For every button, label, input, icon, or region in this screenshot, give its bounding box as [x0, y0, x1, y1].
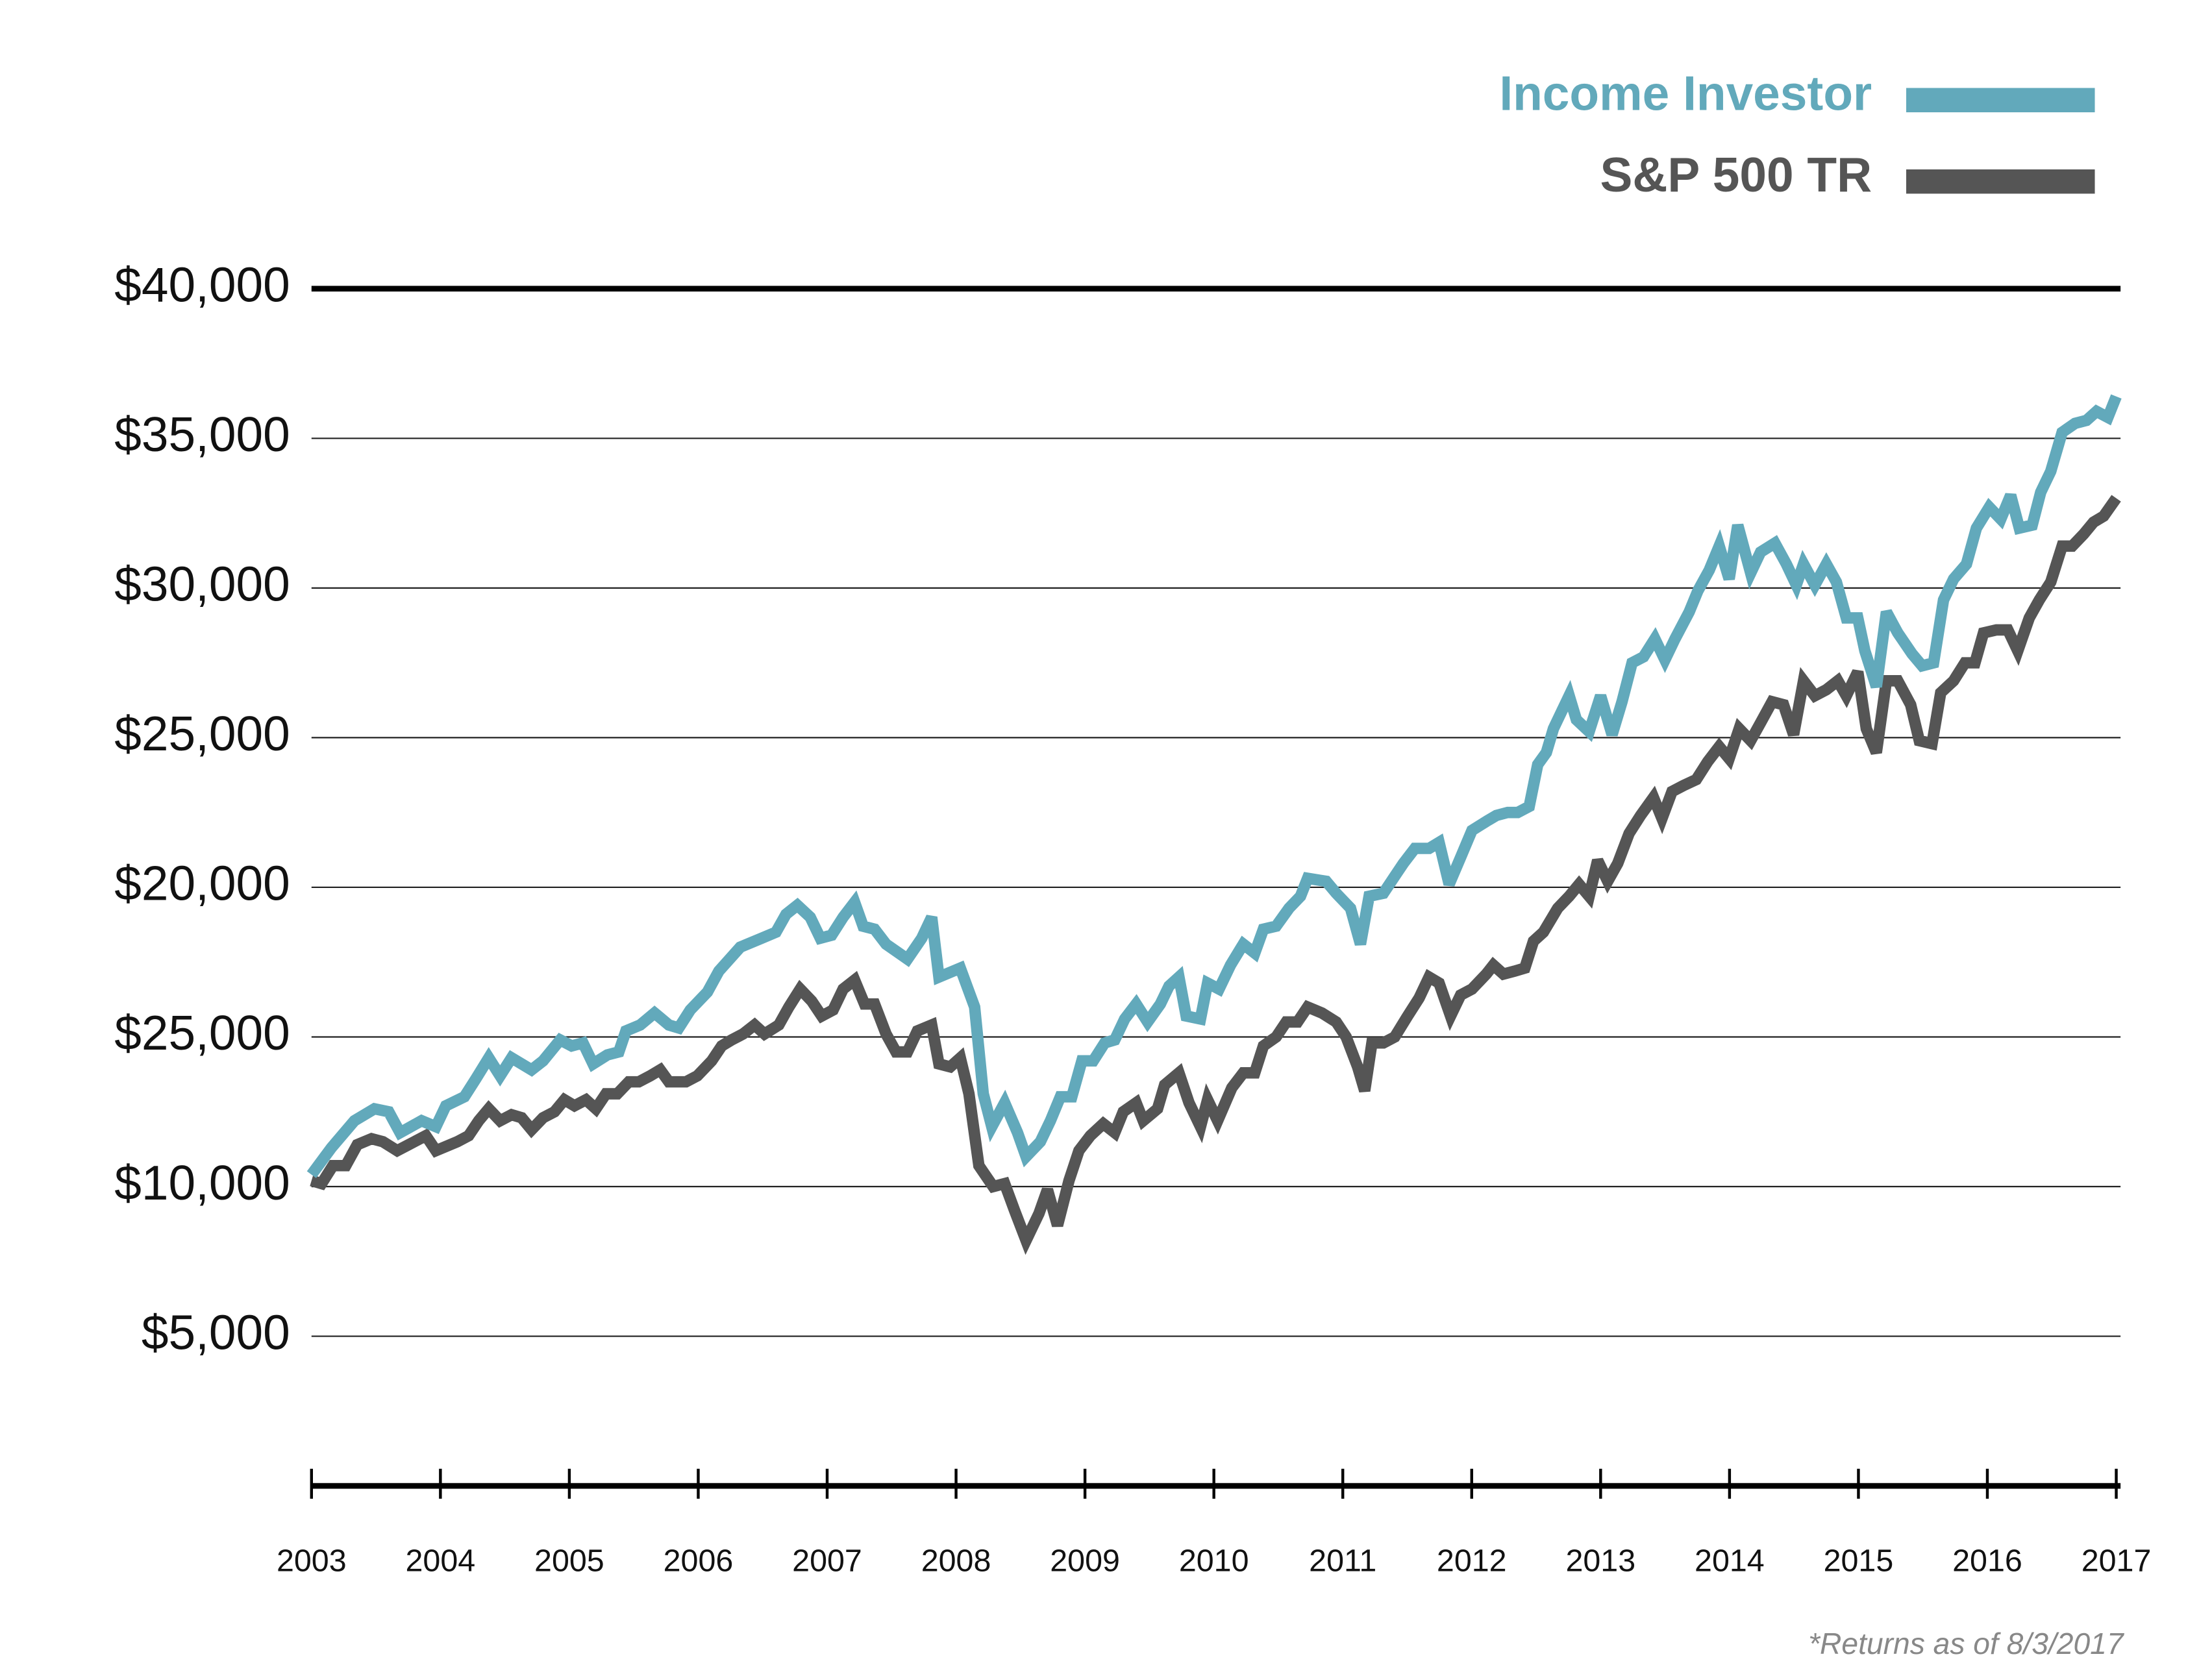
series-line	[306, 394, 2122, 1178]
y-tick-label: $35,000	[114, 407, 290, 462]
y-tick-label: $5,000	[142, 1305, 290, 1359]
y-tick-label: $25,000	[114, 706, 290, 761]
y-tick-label: $40,000	[114, 258, 290, 312]
series-line	[310, 495, 2121, 1255]
footnote: *Returns as of 8/3/2017	[1808, 1627, 2125, 1660]
x-tick-label: 2014	[1695, 1544, 1765, 1579]
x-tick-label: 2006	[664, 1544, 734, 1579]
x-tick-label: 2011	[1309, 1544, 1376, 1579]
x-tick-label: 2010	[1179, 1544, 1249, 1579]
x-tick-label: 2007	[792, 1544, 862, 1579]
legend-label: S&P 500 TR	[1600, 147, 1872, 202]
y-tick-label: $10,000	[114, 1155, 290, 1210]
x-tick-label: 2016	[1952, 1544, 2022, 1579]
x-tick-label: 2003	[277, 1544, 347, 1579]
x-tick-label: 2005	[534, 1544, 604, 1579]
y-tick-label: $25,000	[114, 1005, 290, 1060]
x-tick-label: 2015	[1824, 1544, 1894, 1579]
x-tick-label: 2009	[1050, 1544, 1120, 1579]
x-tick-label: 2012	[1437, 1544, 1507, 1579]
x-tick-label: 2017	[2082, 1544, 2152, 1579]
y-tick-label: $20,000	[114, 856, 290, 911]
y-tick-label: $30,000	[114, 557, 290, 611]
legend-label: Income Investor	[1499, 66, 1872, 121]
x-tick-label: 2008	[921, 1544, 991, 1579]
x-tick-label: 2004	[406, 1544, 476, 1579]
x-tick-label: 2013	[1565, 1544, 1635, 1579]
